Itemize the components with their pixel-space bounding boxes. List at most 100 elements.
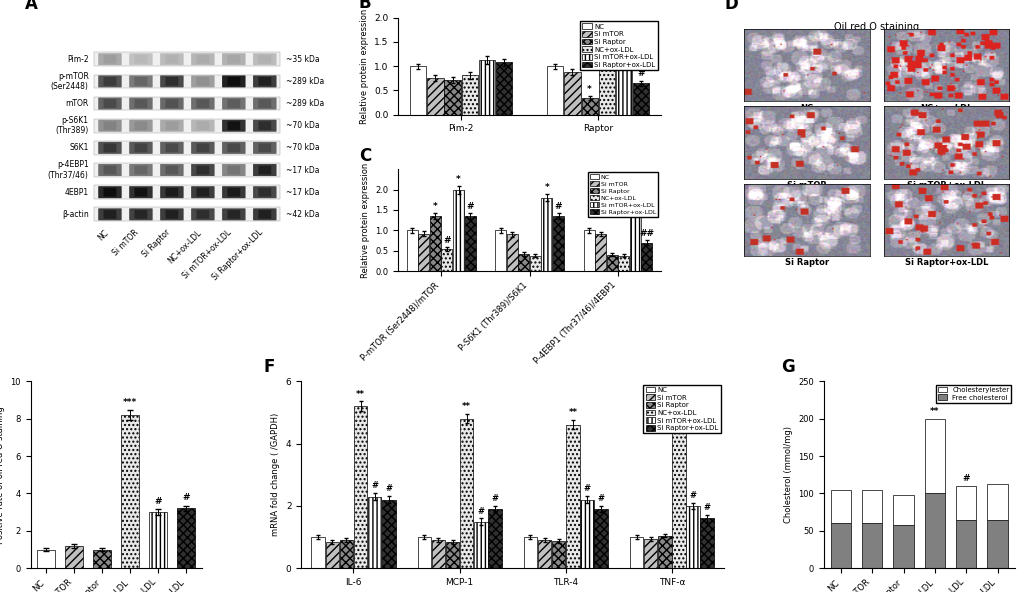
Bar xyxy=(121,415,140,568)
Text: ~17 kDa: ~17 kDa xyxy=(285,166,319,175)
FancyBboxPatch shape xyxy=(222,142,246,154)
Bar xyxy=(641,243,652,271)
Bar xyxy=(506,234,518,271)
Text: A: A xyxy=(24,0,38,12)
Text: **: ** xyxy=(356,390,365,398)
Bar xyxy=(594,509,607,568)
FancyBboxPatch shape xyxy=(98,142,121,154)
Bar xyxy=(924,494,945,568)
FancyBboxPatch shape xyxy=(191,186,214,198)
Text: D: D xyxy=(723,0,738,12)
FancyBboxPatch shape xyxy=(135,188,147,197)
FancyBboxPatch shape xyxy=(135,99,147,108)
FancyBboxPatch shape xyxy=(160,142,183,154)
Text: #: # xyxy=(385,484,392,493)
Text: NC: NC xyxy=(96,228,110,242)
Bar xyxy=(354,406,367,568)
Text: #: # xyxy=(443,236,450,245)
FancyBboxPatch shape xyxy=(160,186,183,198)
Bar xyxy=(630,208,640,271)
Bar xyxy=(672,412,685,568)
Text: Si Raptor: Si Raptor xyxy=(141,228,172,259)
FancyBboxPatch shape xyxy=(197,77,209,86)
Text: ~289 kDa: ~289 kDa xyxy=(285,77,324,86)
Bar xyxy=(444,80,461,115)
Text: #: # xyxy=(554,202,561,211)
FancyBboxPatch shape xyxy=(165,166,178,175)
Bar xyxy=(95,185,280,199)
FancyBboxPatch shape xyxy=(129,75,153,88)
Bar xyxy=(924,419,945,494)
Bar xyxy=(429,216,440,271)
Text: NC+ox-LDL: NC+ox-LDL xyxy=(919,104,972,113)
Bar xyxy=(541,198,552,271)
Bar xyxy=(95,52,280,66)
Text: #: # xyxy=(371,481,378,490)
FancyBboxPatch shape xyxy=(160,164,183,176)
Bar xyxy=(407,230,418,271)
Text: **: ** xyxy=(674,396,683,405)
Text: S6K1: S6K1 xyxy=(69,143,89,152)
Legend: NC, Si mTOR, Si Raptor, NC+ox-LDL, Si mTOR+ox-LDL, Si Raptor+ox-LDL: NC, Si mTOR, Si Raptor, NC+ox-LDL, Si mT… xyxy=(580,21,657,70)
FancyBboxPatch shape xyxy=(104,210,116,218)
Text: C: C xyxy=(359,147,371,165)
FancyBboxPatch shape xyxy=(98,120,121,131)
Text: Si mTOR: Si mTOR xyxy=(111,228,141,258)
Text: #: # xyxy=(703,503,710,513)
FancyBboxPatch shape xyxy=(227,121,240,130)
FancyBboxPatch shape xyxy=(227,210,240,218)
FancyBboxPatch shape xyxy=(258,121,271,130)
FancyBboxPatch shape xyxy=(129,142,153,154)
Text: 4EBP1: 4EBP1 xyxy=(64,188,89,197)
Bar xyxy=(551,541,565,568)
FancyBboxPatch shape xyxy=(165,188,178,197)
FancyBboxPatch shape xyxy=(197,143,209,152)
Text: NC: NC xyxy=(800,104,812,113)
Text: *: * xyxy=(455,175,461,184)
Bar xyxy=(410,66,426,115)
Bar xyxy=(657,536,671,568)
FancyBboxPatch shape xyxy=(227,188,240,197)
Text: #: # xyxy=(154,497,162,506)
FancyBboxPatch shape xyxy=(253,53,276,65)
FancyBboxPatch shape xyxy=(222,164,246,176)
FancyBboxPatch shape xyxy=(253,164,276,176)
FancyBboxPatch shape xyxy=(227,55,240,63)
FancyBboxPatch shape xyxy=(258,55,271,63)
Text: Pim-2: Pim-2 xyxy=(67,54,89,64)
FancyBboxPatch shape xyxy=(104,55,116,63)
FancyBboxPatch shape xyxy=(258,143,271,152)
Bar xyxy=(829,523,850,568)
Text: Si mTOR+ox-LDL: Si mTOR+ox-LDL xyxy=(906,181,985,190)
FancyBboxPatch shape xyxy=(222,120,246,131)
Text: #: # xyxy=(477,507,484,516)
Bar xyxy=(95,163,280,177)
FancyBboxPatch shape xyxy=(129,98,153,110)
FancyBboxPatch shape xyxy=(135,210,147,218)
FancyBboxPatch shape xyxy=(104,188,116,197)
FancyBboxPatch shape xyxy=(227,99,240,108)
FancyBboxPatch shape xyxy=(165,143,178,152)
FancyBboxPatch shape xyxy=(253,186,276,198)
Text: β-actin: β-actin xyxy=(62,210,89,219)
FancyBboxPatch shape xyxy=(165,210,178,218)
Legend: Cholesterylester, Free cholesterol: Cholesterylester, Free cholesterol xyxy=(935,385,1011,403)
Text: *: * xyxy=(544,184,549,192)
Text: mTOR: mTOR xyxy=(65,99,89,108)
Text: ~70 kDa: ~70 kDa xyxy=(285,121,319,130)
Bar xyxy=(583,230,594,271)
FancyBboxPatch shape xyxy=(197,55,209,63)
FancyBboxPatch shape xyxy=(253,98,276,110)
Bar xyxy=(93,549,111,568)
Text: ~35 kDa: ~35 kDa xyxy=(285,54,319,64)
Bar xyxy=(460,419,473,568)
Text: **: ** xyxy=(462,402,471,411)
FancyBboxPatch shape xyxy=(197,210,209,218)
Text: ~289 kDa: ~289 kDa xyxy=(285,99,324,108)
Y-axis label: mRNA fold change ( /GAPDH): mRNA fold change ( /GAPDH) xyxy=(271,413,280,536)
FancyBboxPatch shape xyxy=(98,164,121,176)
FancyBboxPatch shape xyxy=(104,143,116,152)
FancyBboxPatch shape xyxy=(222,186,246,198)
FancyBboxPatch shape xyxy=(160,120,183,131)
Bar xyxy=(495,62,512,115)
